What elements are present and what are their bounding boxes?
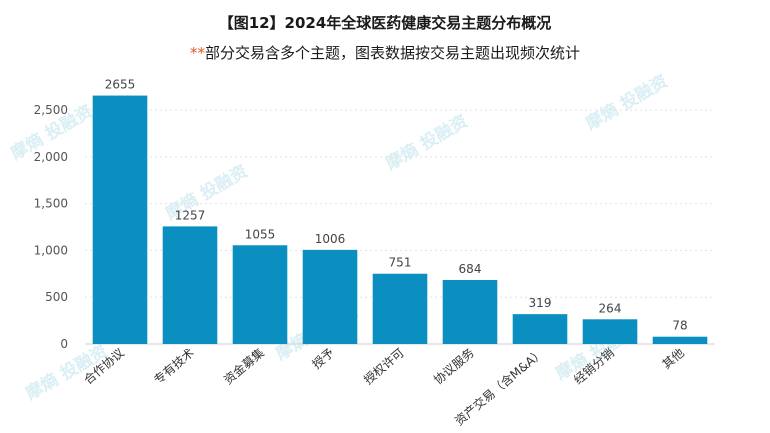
watermark-text: 摩熵 投融资 — [382, 111, 471, 175]
bar-value-label: 751 — [389, 256, 412, 270]
bar — [652, 336, 708, 344]
y-tick-label: 0 — [60, 337, 68, 351]
category-label: 专有技术 — [151, 345, 197, 387]
y-tick-label: 1,500 — [34, 197, 68, 211]
bar — [232, 245, 288, 344]
y-tick-label: 1,000 — [34, 243, 68, 257]
bar — [582, 319, 638, 344]
y-tick-label: 2,500 — [34, 103, 68, 117]
bar-value-label: 1257 — [175, 208, 206, 222]
bar — [512, 314, 568, 344]
bar-value-label: 2655 — [105, 78, 136, 92]
bar — [372, 273, 428, 344]
category-label: 其他 — [660, 346, 687, 372]
category-label: 授予 — [309, 345, 337, 372]
subtitle-marker: ** — [189, 44, 205, 62]
category-label: 协议服务 — [431, 345, 477, 387]
y-tick-label: 500 — [45, 290, 68, 304]
y-tick-label: 2,000 — [34, 150, 68, 164]
bar — [442, 279, 498, 344]
bar-value-label: 319 — [529, 296, 552, 310]
category-label: 授权许可 — [361, 345, 407, 387]
bar — [162, 226, 218, 344]
value-labels: 2655 1257 1055 1006 751 684 319 264 78 — [105, 78, 688, 333]
y-axis: 2,500 2,000 1,500 1,000 500 0 — [34, 103, 68, 351]
chart-subtitle: **部分交易含多个主题，图表数据按交易主题出现频次统计 — [0, 42, 770, 63]
bar-value-label: 684 — [459, 262, 482, 276]
bar — [92, 95, 148, 344]
category-label: 资金募集 — [221, 345, 267, 387]
bar-value-label: 1006 — [315, 232, 346, 246]
chart-title: 【图12】2024年全球医药健康交易主题分布概况 — [218, 14, 552, 32]
watermark-text: 摩熵 投融资 — [582, 71, 671, 135]
bar-value-label: 1055 — [245, 227, 276, 241]
bars — [92, 95, 708, 344]
bar-value-label: 264 — [599, 301, 622, 315]
subtitle-text: 部分交易含多个主题，图表数据按交易主题出现频次统计 — [204, 44, 580, 62]
bar-value-label: 78 — [672, 319, 687, 333]
bar — [302, 249, 358, 344]
